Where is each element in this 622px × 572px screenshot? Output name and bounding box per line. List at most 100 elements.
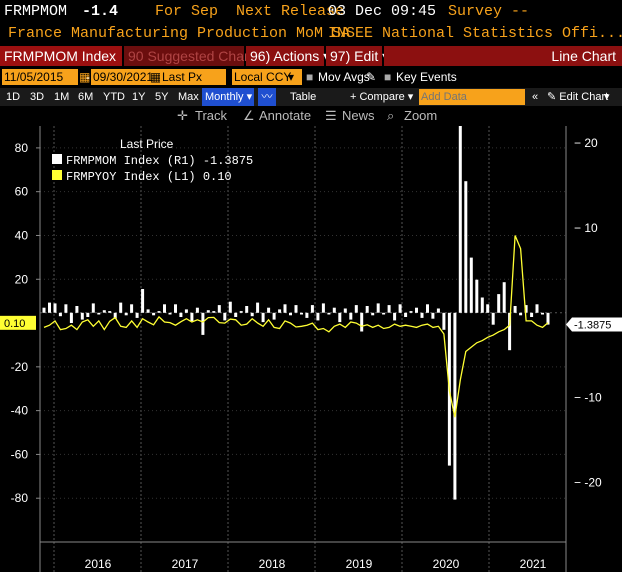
tab-suggested-charts[interactable]: 90 Suggested Charts — [124, 46, 260, 66]
range-button[interactable]: Max — [178, 91, 199, 103]
line-chart-icon[interactable]: 〰 — [258, 88, 276, 106]
checkbox-icon[interactable]: ■ — [384, 70, 392, 84]
calendar-icon[interactable]: ▦ — [79, 70, 91, 84]
tab-security[interactable]: FRMPMOM Index — [0, 46, 122, 66]
bar — [426, 304, 429, 313]
chevron-down-icon[interactable]: ▾ — [604, 91, 610, 103]
news-button[interactable]: News — [342, 108, 375, 123]
bar — [69, 312, 73, 323]
track-button[interactable]: Track — [195, 108, 228, 123]
table-button[interactable]: Table — [290, 91, 317, 103]
bar — [119, 302, 123, 313]
legend-label-yoy: FRMPYOY Index (L1) 0.10 — [66, 170, 232, 184]
actions-label: 96) Actions — [250, 48, 320, 64]
add-data-input[interactable] — [419, 89, 525, 105]
right-axis-tick-label: − 20 — [574, 136, 598, 150]
bar — [157, 311, 161, 313]
edit-label: 97) Edit — [330, 48, 379, 64]
bar — [102, 310, 106, 313]
news-icon[interactable]: ☰ — [325, 108, 337, 123]
mov-avgs-toggle[interactable]: Mov Avgs — [318, 70, 370, 84]
right-axis-tick-label: − 10 — [574, 221, 598, 235]
edit-menu[interactable]: 97) Edit ▾ — [326, 46, 389, 66]
bar — [508, 312, 512, 351]
right-last-value-tag — [566, 317, 622, 332]
range-button[interactable]: 6M — [78, 91, 94, 103]
bar — [458, 126, 462, 313]
range-button[interactable]: YTD — [103, 91, 125, 103]
bar — [283, 304, 287, 313]
legend-swatch-yoy — [52, 170, 62, 180]
left-axis-tick-label: 80 — [15, 141, 29, 155]
range-button[interactable]: 5Y — [155, 91, 169, 103]
bar — [393, 312, 397, 321]
chevron-down-icon: ▾ — [243, 91, 253, 103]
crosshair-icon[interactable]: ✛ — [177, 108, 188, 123]
bar — [409, 311, 413, 313]
bar — [491, 312, 495, 325]
bar — [294, 305, 298, 313]
checkbox-icon[interactable]: ■ — [306, 70, 314, 84]
actions-menu[interactable]: 96) Actions ▾ — [246, 46, 330, 66]
end-date-field[interactable]: 09/30/2021 — [91, 69, 161, 85]
left-axis-tick-label: -80 — [11, 491, 29, 505]
bar — [332, 307, 336, 313]
pencil-icon[interactable]: ✎ — [366, 70, 377, 84]
chevron-down-icon[interactable]: ▾ — [288, 70, 295, 84]
bar — [86, 312, 90, 317]
key-events-toggle[interactable]: Key Events — [396, 70, 457, 84]
chart-area[interactable]: 80 60 40 20 -20 -40 -60 -80 − 20 − 10 − -10 − -20 20… — [0, 126, 622, 572]
next-release-label: Next Release — [236, 3, 345, 20]
right-axis-tick-label: − -10 — [574, 391, 602, 405]
bar — [475, 279, 479, 313]
bar — [480, 297, 484, 313]
left-axis-tick-label: 20 — [15, 272, 29, 286]
bar — [212, 311, 216, 313]
annotate-pencil-icon[interactable]: ∠ — [243, 108, 255, 123]
range-button[interactable]: 1M — [54, 91, 70, 103]
x-axis-year-label: 2019 — [346, 557, 373, 571]
range-button[interactable]: 1D — [6, 91, 21, 103]
yoy-line — [43, 235, 549, 418]
bar — [278, 309, 282, 313]
bar — [179, 312, 183, 317]
x-axis-year-label: 2020 — [433, 557, 460, 571]
currency-select[interactable]: Local CCY — [232, 69, 302, 85]
release-time: 03 Dec 09:45 — [328, 3, 437, 20]
range-button[interactable]: 3D — [30, 91, 45, 103]
edit-chart-button[interactable]: ✎ Edit Chart — [547, 88, 608, 106]
right-axis-tick-label: − -20 — [574, 476, 602, 490]
left-last-value-tag — [0, 315, 36, 330]
bar — [124, 312, 128, 316]
settings-bar: 11/05/2015 ▦ - 09/30/2021 ▦ Last Px Loca… — [0, 68, 622, 87]
bar — [217, 305, 221, 313]
bar — [58, 312, 62, 317]
compare-button[interactable]: + Compare ▾ — [350, 88, 413, 106]
bar — [497, 294, 501, 313]
calendar-icon[interactable]: ▦ — [150, 70, 162, 84]
chevron-down-icon: ▾ — [404, 91, 414, 103]
bar — [42, 307, 46, 313]
bar — [371, 312, 375, 316]
bar — [316, 312, 320, 321]
right-last-value: -1.3875 — [574, 320, 611, 332]
zoom-button[interactable]: Zoom — [404, 108, 438, 123]
start-date-field[interactable]: 11/05/2015 — [2, 69, 78, 85]
collapse-icon[interactable]: « — [532, 91, 539, 103]
bar — [289, 312, 292, 316]
bar — [256, 302, 260, 313]
bar — [486, 304, 490, 313]
bar — [91, 303, 95, 313]
bar — [75, 306, 79, 313]
range-button[interactable]: 1Y — [132, 91, 146, 103]
edit-chart-label: Edit Chart — [559, 91, 609, 103]
bar — [190, 312, 194, 322]
annotate-button[interactable]: Annotate — [259, 108, 312, 123]
frequency-select[interactable]: Monthly ▾ — [202, 88, 254, 106]
data-source: INSEE National Statistics Offi... — [328, 25, 622, 42]
bar — [338, 312, 342, 323]
zoom-icon[interactable]: ⌕ — [387, 108, 395, 123]
field-select[interactable]: Last Px — [160, 69, 226, 85]
bar — [415, 307, 418, 313]
bar — [184, 309, 188, 313]
